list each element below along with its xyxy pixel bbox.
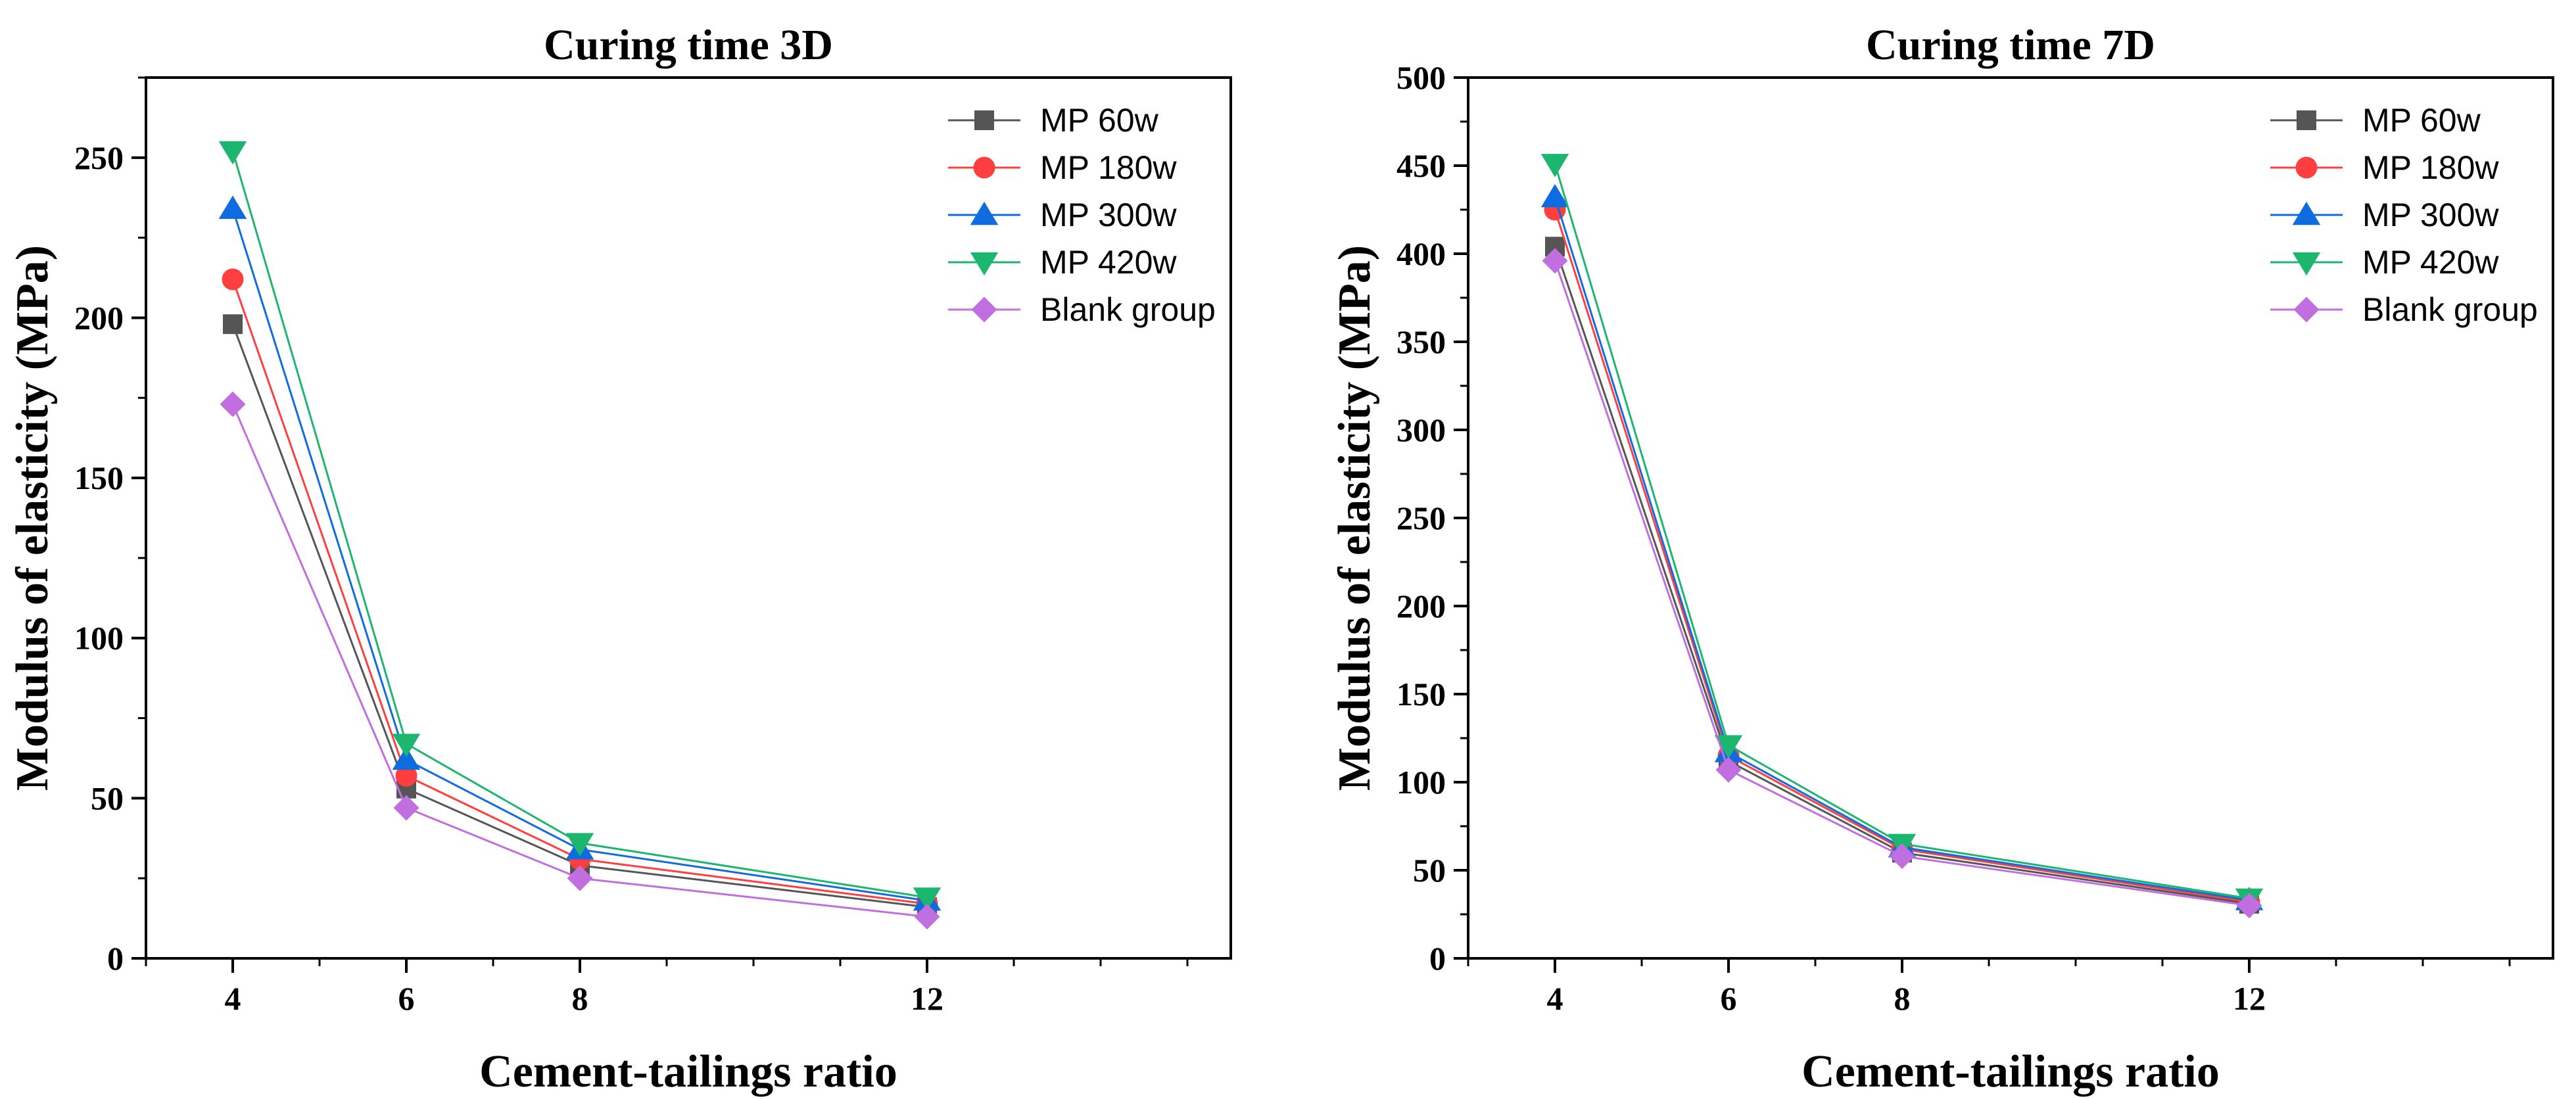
y-tick-label: 50 xyxy=(1413,852,1446,889)
legend-marker xyxy=(970,201,999,225)
x-tick-label: 4 xyxy=(1547,980,1563,1017)
legend-marker xyxy=(974,110,994,130)
y-tick-label: 400 xyxy=(1396,235,1446,272)
y-tick-label: 250 xyxy=(1396,500,1446,536)
chart-title: Curing time 3D xyxy=(544,21,833,69)
chart-curing-3d: Curing time 3D 0 50 100 150 200 250 4 6 8 12 Cement… xyxy=(7,21,1232,1097)
legend-label: Blank group xyxy=(2362,291,2538,328)
y-tick-label: 50 xyxy=(91,780,124,816)
data-point xyxy=(222,268,244,291)
data-point xyxy=(223,314,243,335)
y-tick-label: 350 xyxy=(1396,323,1446,360)
y-tick-label: 100 xyxy=(1396,764,1446,801)
legend-marker xyxy=(2297,110,2316,130)
series-line xyxy=(231,279,928,905)
legend-label: MP 60w xyxy=(2362,102,2481,139)
series-line xyxy=(231,404,928,918)
data-point xyxy=(1714,735,1743,759)
legend-marker xyxy=(2292,201,2321,225)
data-point xyxy=(392,746,421,770)
legend-label: MP 300w xyxy=(1040,197,1177,233)
series-line xyxy=(231,208,928,902)
legend-marker xyxy=(2295,156,2318,179)
y-axis-title: Modulus of elasticity (MPa) xyxy=(7,245,58,791)
data-point xyxy=(1715,757,1742,783)
data-point xyxy=(2236,893,2262,919)
chart-title: Curing time 7D xyxy=(1866,21,2155,69)
legend-marker xyxy=(970,252,999,276)
y-tick-label: 150 xyxy=(1396,676,1446,713)
x-tick-label: 4 xyxy=(225,980,241,1017)
plot-frame xyxy=(1467,76,2554,960)
legend-label: MP 180w xyxy=(2362,149,2499,186)
legend-label: MP 420w xyxy=(1040,244,1177,281)
x-tick-label: 6 xyxy=(398,980,415,1017)
data-point xyxy=(1540,154,1569,177)
legend-marker xyxy=(971,296,997,323)
legend-label: Blank group xyxy=(1040,291,1216,328)
data-point xyxy=(565,833,594,856)
y-tick-label: 250 xyxy=(74,139,124,176)
y-tick-label: 500 xyxy=(1396,59,1446,96)
x-tick-label: 6 xyxy=(1721,980,1737,1017)
y-tick-label: 150 xyxy=(74,459,124,496)
series-line xyxy=(1554,197,2250,902)
series-line xyxy=(231,151,928,899)
data-point xyxy=(393,795,419,821)
x-tick-label: 12 xyxy=(2233,980,2266,1017)
y-tick-label: 450 xyxy=(1396,147,1446,184)
legend-label: MP 180w xyxy=(1040,149,1177,186)
series-line xyxy=(1554,163,2250,900)
chart-curing-7d: Curing time 7D05010015020025030035040045… xyxy=(1329,21,2554,1097)
legend-marker xyxy=(2293,296,2320,323)
y-tick-label: 200 xyxy=(74,299,124,336)
legend-marker xyxy=(2292,252,2321,276)
data-point xyxy=(218,195,247,219)
data-point xyxy=(1542,248,1568,274)
x-tick-label: 12 xyxy=(911,980,943,1017)
data-point xyxy=(913,887,942,911)
data-point xyxy=(567,865,593,891)
legend-label: MP 300w xyxy=(2362,197,2499,233)
data-point xyxy=(1540,183,1569,208)
series-line xyxy=(1554,209,2250,903)
x-tick-label: 8 xyxy=(1894,980,1911,1017)
y-tick-label: 200 xyxy=(1396,588,1446,624)
y-axis-title: Modulus of elasticity (MPa) xyxy=(1329,245,1380,791)
series-line xyxy=(1554,246,2250,905)
data-point xyxy=(395,764,417,787)
data-point xyxy=(914,904,940,930)
series-line xyxy=(231,323,928,908)
y-tick-label: 300 xyxy=(1396,411,1446,448)
series-line xyxy=(1554,260,2250,907)
x-tick-label: 8 xyxy=(572,980,588,1017)
legend-marker xyxy=(973,156,995,179)
y-tick-label: 100 xyxy=(74,620,124,657)
plot-frame xyxy=(145,76,1232,960)
y-tick-label: 0 xyxy=(107,940,124,977)
data-point xyxy=(392,734,421,757)
y-tick-label: 0 xyxy=(1429,940,1446,977)
x-axis-title: Cement-tailings ratio xyxy=(1801,1046,2220,1097)
data-point xyxy=(1889,843,1915,870)
legend-label: MP 420w xyxy=(2362,244,2499,281)
legend-label: MP 60w xyxy=(1040,102,1159,139)
data-point xyxy=(218,141,247,165)
data-point xyxy=(220,391,246,417)
x-axis-title: Cement-tailings ratio xyxy=(479,1046,897,1097)
